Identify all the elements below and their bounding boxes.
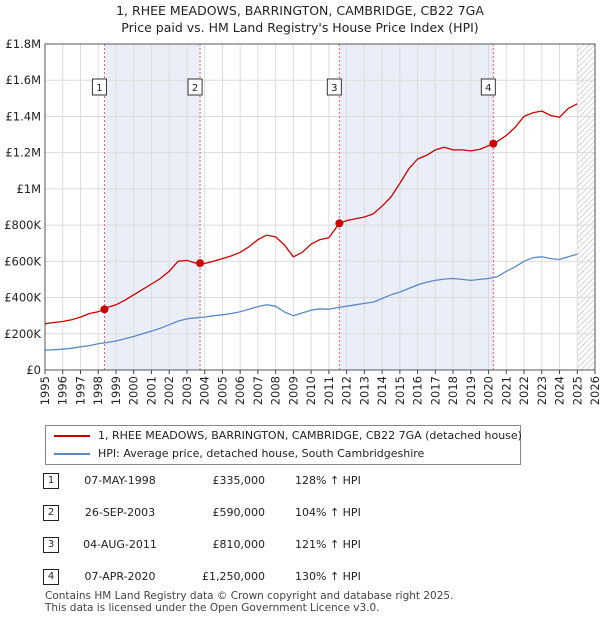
- sale-number-badge: 4: [43, 569, 59, 585]
- sale-label-box: [480, 78, 496, 96]
- sale-date: 26-SEP-2003: [84, 506, 156, 519]
- x-tick-label: 2002: [162, 376, 176, 405]
- sale-price: £590,000: [212, 506, 266, 519]
- footer-copyright: Contains HM Land Registry data © Crown c…: [45, 590, 454, 602]
- x-tick-label: 2019: [464, 376, 478, 405]
- ownership-shade: [104, 44, 201, 370]
- x-tick-label: 2018: [446, 376, 460, 405]
- x-tick-label: 2015: [393, 376, 407, 405]
- x-tick-label: 2006: [233, 376, 247, 405]
- ownership-shade: [339, 44, 494, 370]
- x-tick-label: 2004: [198, 376, 212, 405]
- sale-point: [196, 259, 205, 268]
- sale-price: £1,250,000: [202, 570, 265, 583]
- sale-number-badge: 2: [43, 505, 59, 521]
- legend-swatch-hpi: [54, 453, 90, 455]
- x-tick-label: 2007: [251, 376, 265, 405]
- sale-date: 07-APR-2020: [84, 570, 156, 583]
- sale-hpi-change: 104% ↑ HPI: [295, 506, 361, 519]
- x-tick-label: 2024: [553, 376, 567, 405]
- x-tick-label: 2000: [127, 376, 141, 405]
- sale-label-box: [187, 78, 203, 96]
- x-tick-label: 2025: [570, 376, 584, 405]
- legend-swatch-property: [54, 435, 90, 437]
- sale-row: 2 26-SEP-2003 £590,000 104% ↑ HPI: [0, 505, 600, 523]
- sale-date: 04-AUG-2011: [83, 538, 157, 551]
- x-tick-label: 2001: [144, 376, 158, 405]
- sale-number-badge: 3: [43, 537, 59, 553]
- y-tick-label: £200K: [4, 327, 41, 341]
- x-tick-label: 1995: [38, 376, 52, 405]
- sale-label-number: 3: [331, 83, 337, 94]
- x-tick-label: 2009: [286, 376, 300, 405]
- legend: 1, RHEE MEADOWS, BARRINGTON, CAMBRIDGE, …: [45, 425, 522, 465]
- x-tick-label: 2011: [322, 376, 336, 405]
- x-tick-label: 2026: [588, 376, 600, 405]
- x-tick-label: 2020: [482, 376, 496, 405]
- sale-hpi-change: 130% ↑ HPI: [295, 570, 361, 583]
- sale-price: £335,000: [212, 474, 266, 487]
- x-tick-label: 2022: [517, 376, 531, 405]
- x-tick-label: 2014: [375, 376, 389, 405]
- x-tick-label: 2017: [428, 376, 442, 405]
- price-chart: £0 £200K £400K £600K £800K £1M £1.2M £1.4M £1.6M…: [4, 37, 600, 405]
- sale-point: [335, 219, 344, 228]
- sale-label-box: [326, 78, 342, 96]
- sale-point: [100, 305, 109, 314]
- sale-date: 07-MAY-1998: [84, 474, 156, 487]
- x-tick-label: 1997: [73, 376, 87, 405]
- chart-title-line1: 1, RHEE MEADOWS, BARRINGTON, CAMBRIDGE, …: [116, 3, 484, 18]
- sale-label-number: 2: [192, 83, 198, 94]
- footer: Contains HM Land Registry data © Crown c…: [45, 590, 453, 614]
- x-tick-label: 2016: [411, 376, 425, 405]
- x-tick-label: 1998: [91, 376, 105, 405]
- x-tick-label: 2023: [535, 376, 549, 405]
- x-tick-label: 2003: [180, 376, 194, 405]
- y-tick-label: £1.8M: [5, 37, 41, 51]
- y-tick-label: £1M: [16, 182, 41, 196]
- x-tick-label: 2010: [304, 376, 318, 405]
- sale-row: 3 04-AUG-2011 £810,000 121% ↑ HPI: [0, 537, 600, 555]
- sale-hpi-change: 128% ↑ HPI: [295, 474, 361, 487]
- x-tick-label: 1999: [109, 376, 123, 405]
- legend-label-property: 1, RHEE MEADOWS, BARRINGTON, CAMBRIDGE, …: [98, 429, 522, 442]
- y-tick-label: £800K: [4, 218, 41, 232]
- x-tick-label: 2008: [269, 376, 283, 405]
- x-tick-label: 2013: [357, 376, 371, 405]
- y-tick-label: £1.4M: [5, 109, 41, 123]
- plot-border: [44, 43, 596, 371]
- forecast-hatch: [577, 44, 595, 370]
- hpi-line: [44, 253, 578, 351]
- x-tick-label: 1996: [56, 376, 70, 405]
- y-tick-label: £1.2M: [5, 146, 41, 160]
- sale-row: 1 07-MAY-1998 £335,000 128% ↑ HPI: [0, 473, 600, 491]
- chart-title-line2: Price paid vs. HM Land Registry's House …: [121, 20, 479, 35]
- footer-license: This data is licensed under the Open Gov…: [45, 602, 380, 614]
- sale-point: [489, 139, 498, 148]
- sale-label-number: 4: [485, 83, 491, 94]
- legend-label-hpi: HPI: Average price, detached house, Sout…: [98, 447, 425, 460]
- sale-label-box: [91, 78, 107, 96]
- y-tick-label: £1.6M: [5, 73, 41, 87]
- x-tick-label: 2021: [499, 376, 513, 405]
- sale-number-badge: 1: [43, 473, 59, 489]
- x-tick-label: 2012: [340, 376, 354, 405]
- sale-hpi-change: 121% ↑ HPI: [295, 538, 361, 551]
- sale-row: 4 07-APR-2020 £1,250,000 130% ↑ HPI: [0, 569, 600, 587]
- y-tick-label: £400K: [4, 291, 41, 305]
- sale-label-number: 1: [96, 83, 102, 94]
- x-tick-label: 2005: [215, 376, 229, 405]
- sale-price: £810,000: [212, 538, 266, 551]
- y-tick-label: £600K: [4, 254, 41, 268]
- y-tick-label: £0: [26, 363, 41, 377]
